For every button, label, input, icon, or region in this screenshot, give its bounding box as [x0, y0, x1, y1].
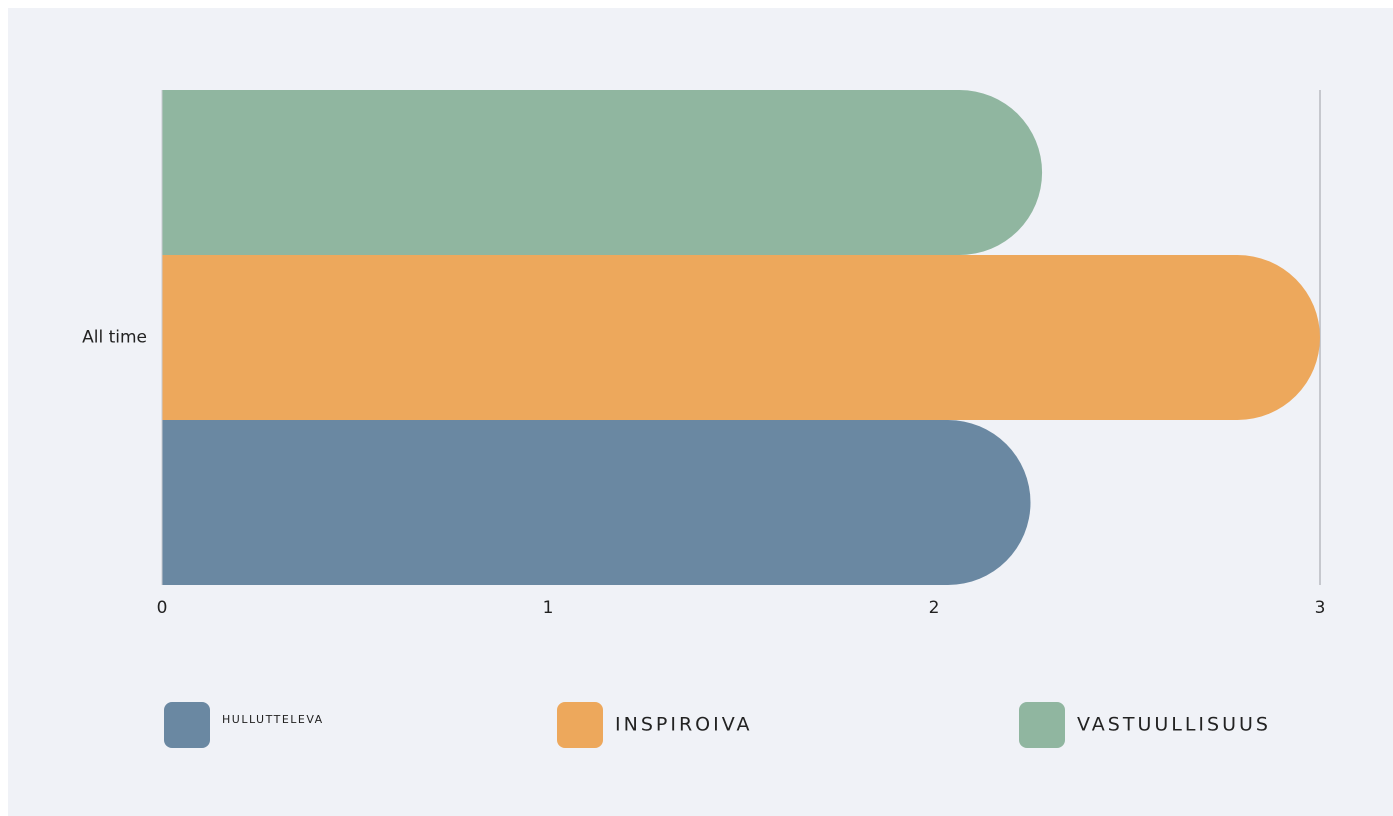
- legend-label: HULLUTTELEVA: [222, 713, 324, 726]
- legend-swatch: [557, 702, 603, 748]
- y-tick-label: All time: [82, 328, 147, 348]
- bar: [162, 420, 1031, 585]
- x-tick-label: 0: [157, 598, 168, 618]
- bar: [162, 90, 1043, 255]
- legend-swatch: [1019, 702, 1065, 748]
- x-tick-label: 3: [1315, 598, 1326, 618]
- legend-label: VASTUULLISUUS: [1077, 714, 1271, 736]
- x-tick-label: 1: [543, 598, 554, 618]
- bar: [162, 255, 1320, 420]
- x-tick-label: 2: [929, 598, 940, 618]
- legend-swatch: [164, 702, 210, 748]
- legend-label: INSPIROIVA: [615, 714, 752, 736]
